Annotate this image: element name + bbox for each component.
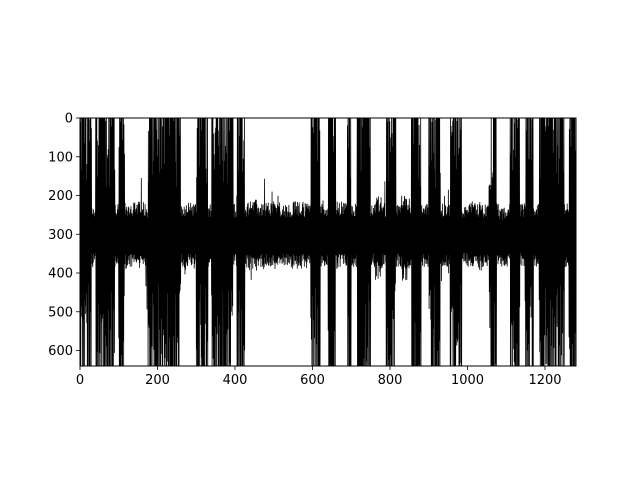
- x-tick-label: 400: [223, 373, 248, 388]
- x-axis: 0 200 400 600 800 1000 1200: [76, 366, 562, 388]
- x-tick-label: 1200: [528, 373, 561, 388]
- plot-area: [80, 118, 576, 366]
- x-tick-label: 800: [378, 373, 403, 388]
- x-tick-label: 200: [145, 373, 170, 388]
- y-tick-label: 100: [48, 150, 73, 165]
- y-tick-label: 0: [65, 112, 73, 127]
- x-tick-label: 600: [300, 373, 325, 388]
- y-tick-label: 300: [48, 228, 73, 243]
- y-tick-label: 600: [48, 344, 73, 359]
- axes-frame: [79, 117, 577, 367]
- x-tick-label: 0: [76, 373, 84, 388]
- signal-series-line: [80, 118, 576, 366]
- y-tick-label: 500: [48, 305, 73, 320]
- y-tick-label: 200: [48, 189, 73, 204]
- x-tick-label: 1000: [451, 373, 484, 388]
- y-axis: 0 100 200 300 400 500 600: [48, 112, 80, 359]
- y-tick-label: 400: [48, 267, 73, 282]
